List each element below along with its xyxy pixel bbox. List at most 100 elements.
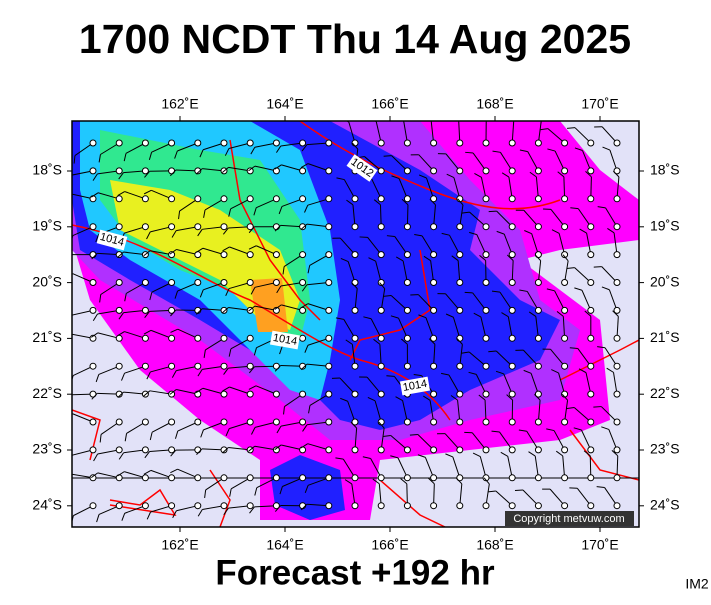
barb-station bbox=[221, 252, 227, 258]
barb-station bbox=[483, 503, 489, 509]
barb-station bbox=[90, 280, 96, 286]
barb-station bbox=[588, 335, 594, 341]
barb-station bbox=[247, 252, 253, 258]
barb-station bbox=[195, 475, 201, 481]
barb-station bbox=[457, 363, 463, 369]
barb-station bbox=[300, 168, 306, 174]
barb-station bbox=[614, 224, 620, 230]
barb-station bbox=[169, 335, 175, 341]
lat-label: 21˚S bbox=[32, 329, 62, 345]
barb-station bbox=[535, 335, 541, 341]
barb-station bbox=[169, 140, 175, 146]
barb-station bbox=[588, 196, 594, 202]
barb-station bbox=[169, 503, 175, 509]
barb-station bbox=[483, 252, 489, 258]
barb-station bbox=[300, 503, 306, 509]
barb-station bbox=[142, 447, 148, 453]
barb-station bbox=[483, 335, 489, 341]
barb-station bbox=[116, 503, 122, 509]
barb-station bbox=[614, 140, 620, 146]
barb-station bbox=[535, 280, 541, 286]
barb-station bbox=[247, 140, 253, 146]
barb-station bbox=[535, 307, 541, 313]
barb-station bbox=[90, 168, 96, 174]
barb-station bbox=[535, 168, 541, 174]
barb-station bbox=[431, 307, 437, 313]
barb-station bbox=[273, 224, 279, 230]
barb-station bbox=[273, 280, 279, 286]
barb-station bbox=[378, 503, 384, 509]
barb-station bbox=[300, 252, 306, 258]
barb-station bbox=[273, 140, 279, 146]
barb-station bbox=[509, 196, 515, 202]
barb-station bbox=[509, 475, 515, 481]
barb-flag bbox=[66, 395, 71, 401]
barb-station bbox=[273, 475, 279, 481]
barb-station bbox=[221, 335, 227, 341]
barb-station bbox=[614, 335, 620, 341]
barb-station bbox=[300, 335, 306, 341]
barb-station bbox=[352, 447, 358, 453]
lat-label: 24˚S bbox=[650, 497, 680, 513]
barb-station bbox=[588, 168, 594, 174]
barb-station bbox=[247, 168, 253, 174]
barb-station bbox=[195, 363, 201, 369]
barb-station bbox=[352, 475, 358, 481]
barb-station bbox=[431, 140, 437, 146]
barb-station bbox=[352, 224, 358, 230]
barb-station bbox=[378, 140, 384, 146]
barb-station bbox=[588, 307, 594, 313]
barb-station bbox=[142, 224, 148, 230]
barb-station bbox=[431, 280, 437, 286]
barb-station bbox=[90, 363, 96, 369]
barb-station bbox=[431, 447, 437, 453]
barb-station bbox=[404, 140, 410, 146]
barb-station bbox=[588, 252, 594, 258]
barb-flag bbox=[65, 474, 71, 479]
lon-label: 166˚E bbox=[371, 96, 408, 112]
barb-station bbox=[273, 252, 279, 258]
lat-label: 18˚S bbox=[650, 162, 680, 178]
barb-station bbox=[614, 503, 620, 509]
barb-station bbox=[588, 391, 594, 397]
lat-label: 24˚S bbox=[32, 497, 62, 513]
barb-station bbox=[195, 224, 201, 230]
barb-station bbox=[247, 503, 253, 509]
barb-station bbox=[142, 419, 148, 425]
barb-station bbox=[509, 447, 515, 453]
barb-station bbox=[509, 280, 515, 286]
barb-station bbox=[116, 224, 122, 230]
barb-station bbox=[169, 363, 175, 369]
lat-label: 23˚S bbox=[650, 441, 680, 457]
barb-station bbox=[457, 503, 463, 509]
barb-station bbox=[378, 252, 384, 258]
barb-station bbox=[457, 447, 463, 453]
lon-label: 164˚E bbox=[266, 96, 303, 112]
barb-station bbox=[116, 280, 122, 286]
barb-station bbox=[273, 196, 279, 202]
lat-label: 20˚S bbox=[650, 273, 680, 289]
barb-station bbox=[509, 503, 515, 509]
barb-station bbox=[431, 419, 437, 425]
barb-station bbox=[195, 503, 201, 509]
barb-station bbox=[378, 363, 384, 369]
barb-station bbox=[483, 363, 489, 369]
barb-station bbox=[221, 503, 227, 509]
barb-station bbox=[221, 224, 227, 230]
barb-station bbox=[562, 363, 568, 369]
barb-flag bbox=[410, 434, 418, 435]
barb-station bbox=[535, 475, 541, 481]
barb-flag bbox=[567, 128, 575, 129]
barb-station bbox=[326, 475, 332, 481]
barb-station bbox=[221, 419, 227, 425]
barb-station bbox=[142, 280, 148, 286]
barb-station bbox=[326, 419, 332, 425]
barb-flag bbox=[480, 116, 486, 121]
barb-station bbox=[483, 447, 489, 453]
barb-station bbox=[483, 196, 489, 202]
barb-station bbox=[300, 475, 306, 481]
barb-station bbox=[457, 224, 463, 230]
lat-label: 22˚S bbox=[650, 385, 680, 401]
barb-station bbox=[300, 307, 306, 313]
barb-station bbox=[431, 168, 437, 174]
